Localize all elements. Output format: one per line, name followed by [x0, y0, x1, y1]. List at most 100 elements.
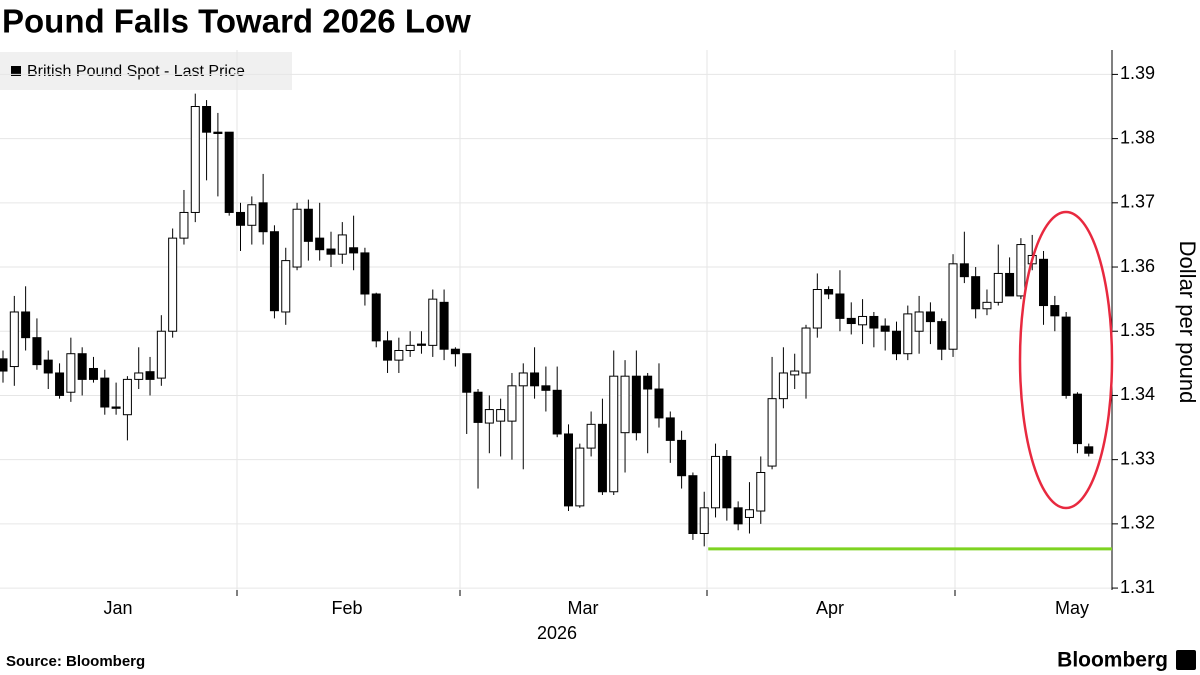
candle-body — [891, 330, 901, 355]
candle-body — [190, 106, 200, 213]
candle-body — [835, 293, 845, 319]
candle-body — [790, 370, 800, 376]
x-tick-label: May — [1055, 598, 1089, 618]
candle-body — [880, 325, 890, 332]
y-tick-label: 1.31 — [1120, 577, 1155, 597]
candle-body — [202, 106, 212, 133]
candle-body — [948, 263, 958, 350]
candle-body — [744, 509, 754, 518]
candle-body — [292, 208, 302, 268]
candle-body — [1005, 272, 1015, 297]
candle-body — [303, 208, 313, 242]
candle-body — [1061, 316, 1071, 396]
candle-body — [925, 311, 935, 323]
brand-icon — [1176, 650, 1196, 670]
candle-body — [665, 417, 675, 441]
candle-body — [518, 372, 528, 387]
candle-body — [1050, 305, 1060, 317]
candle-body — [1016, 244, 1026, 297]
candle-body — [122, 378, 132, 416]
candle-body — [258, 202, 268, 233]
candle-body — [654, 388, 664, 419]
candle-body — [66, 353, 76, 393]
candle-body — [564, 433, 573, 507]
y-tick-label: 1.37 — [1120, 192, 1155, 212]
candle-body — [982, 301, 992, 310]
candle-body — [168, 237, 178, 332]
x-tick-label: Feb — [331, 598, 362, 618]
candle-body — [959, 263, 969, 278]
y-tick-label: 1.39 — [1120, 63, 1155, 83]
candle-body — [530, 372, 540, 387]
candle-body — [360, 252, 370, 295]
candle-body — [711, 455, 721, 509]
candle-body — [507, 385, 517, 422]
candle-body — [224, 131, 234, 213]
candle-body — [326, 248, 336, 255]
candle-body — [824, 289, 834, 295]
candle-body — [609, 375, 619, 493]
candle-body — [337, 234, 347, 255]
candle-body — [858, 315, 868, 326]
candle-body — [993, 272, 1003, 303]
candle-body — [371, 293, 381, 342]
candle-body — [349, 247, 359, 254]
candle-body — [575, 447, 585, 507]
legend-box — [0, 52, 292, 90]
candle-body — [21, 311, 31, 339]
candle-body — [145, 371, 155, 380]
candle-body — [620, 375, 630, 434]
candle-body — [733, 507, 743, 525]
x-tick-label: Jan — [103, 598, 132, 618]
candle-body — [383, 340, 393, 361]
candle-body — [699, 507, 709, 534]
candle-body — [269, 231, 279, 312]
candle-body — [416, 343, 426, 346]
candle-body — [179, 211, 189, 239]
candle-body — [134, 372, 144, 380]
candle-body — [756, 471, 766, 512]
candle-body — [247, 204, 257, 226]
y-tick-label: 1.33 — [1120, 448, 1155, 468]
candle-body — [812, 289, 822, 329]
candle-body — [722, 455, 732, 509]
y-tick-label: 1.35 — [1120, 320, 1155, 340]
candle-body — [450, 348, 460, 355]
candle-body — [1072, 393, 1082, 445]
candle-body — [586, 423, 596, 449]
candle-body — [462, 353, 472, 393]
candle-body — [428, 298, 438, 346]
candle-body — [473, 391, 483, 423]
candle-body — [631, 375, 641, 434]
y-axis-label: Dollar per pound — [1175, 241, 1200, 404]
candle-body — [156, 330, 166, 379]
chart-title: Pound Falls Toward 2026 Low — [2, 3, 471, 40]
y-tick-label: 1.34 — [1120, 384, 1155, 404]
candle-body — [315, 237, 325, 251]
candle-body — [914, 311, 924, 332]
y-tick-label: 1.38 — [1120, 127, 1155, 147]
candle-body — [32, 337, 42, 366]
candle-body — [767, 398, 777, 467]
candle-body — [439, 301, 449, 350]
candle-body — [484, 409, 494, 424]
legend-label: British Pound Spot - Last Price — [27, 63, 245, 80]
candle-body — [88, 367, 98, 380]
candle-body — [937, 321, 947, 350]
x-tick-label: Mar — [568, 598, 599, 618]
candle-body — [971, 276, 981, 310]
candle-body — [213, 131, 223, 134]
candle-body — [55, 372, 65, 396]
candle-body — [43, 359, 53, 374]
candle-body — [688, 475, 698, 534]
candle-body — [9, 311, 19, 368]
candle-body — [0, 358, 8, 372]
candle-body — [100, 377, 110, 408]
brand: Bloomberg — [1057, 649, 1168, 672]
candle-body — [903, 313, 913, 355]
candle-body — [77, 353, 87, 380]
candle-body — [541, 385, 551, 391]
candle-body — [111, 406, 121, 409]
candle-body — [405, 344, 415, 351]
